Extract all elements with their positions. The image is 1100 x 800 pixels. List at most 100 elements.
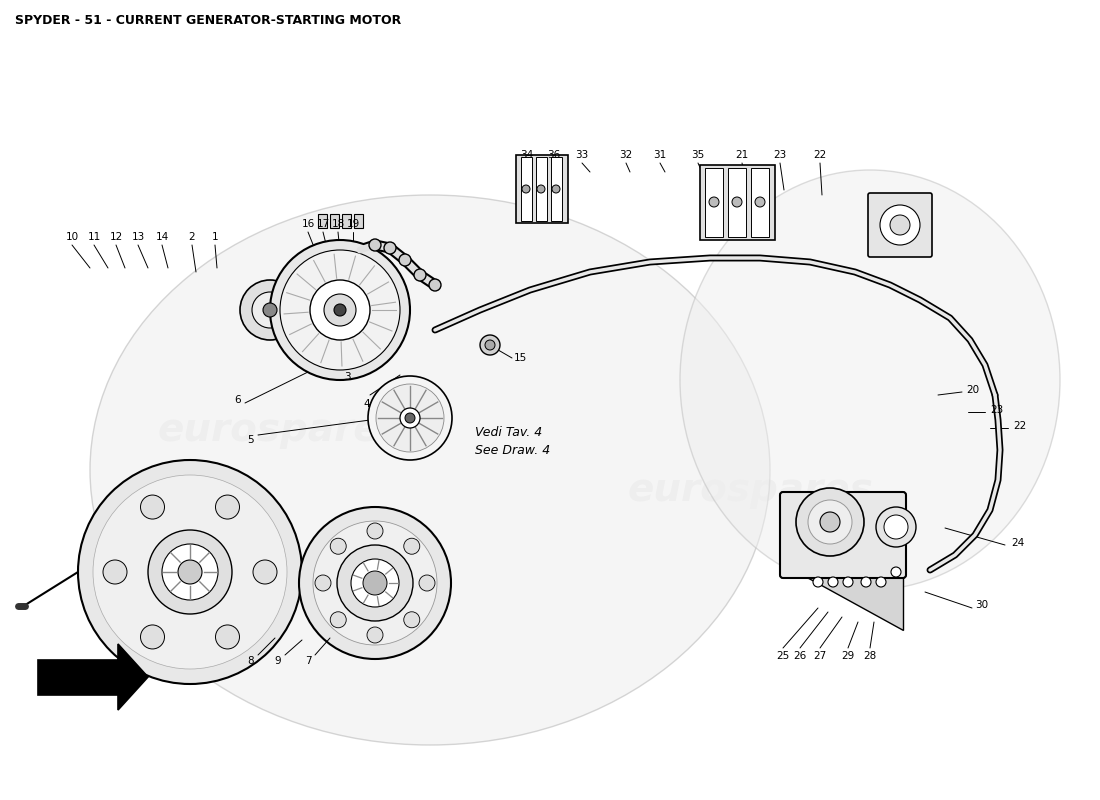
Circle shape (216, 625, 240, 649)
Circle shape (890, 215, 910, 235)
Circle shape (891, 567, 901, 577)
Circle shape (334, 304, 346, 316)
Circle shape (843, 577, 852, 587)
Text: 2: 2 (189, 232, 196, 242)
Text: 17: 17 (317, 219, 330, 229)
Circle shape (330, 612, 346, 628)
Ellipse shape (90, 195, 770, 745)
Bar (728, 168, 746, 237)
Text: 26: 26 (793, 651, 806, 661)
Text: 20: 20 (967, 385, 980, 395)
Text: 21: 21 (736, 150, 749, 160)
Text: 4: 4 (364, 399, 371, 409)
Text: 15: 15 (514, 353, 527, 363)
Bar (354, 214, 363, 228)
Text: 32: 32 (619, 150, 632, 160)
Circle shape (141, 495, 165, 519)
Circle shape (315, 575, 331, 591)
FancyBboxPatch shape (868, 193, 932, 257)
Bar (516, 155, 568, 223)
Circle shape (178, 560, 202, 584)
Circle shape (755, 197, 764, 207)
Circle shape (330, 538, 346, 554)
Text: 5: 5 (246, 435, 253, 445)
Circle shape (299, 507, 451, 659)
Text: 29: 29 (842, 651, 855, 661)
Text: See Draw. 4: See Draw. 4 (475, 443, 550, 457)
Circle shape (252, 292, 288, 328)
Bar (330, 214, 339, 228)
Circle shape (429, 279, 441, 291)
Text: 13: 13 (131, 232, 144, 242)
Circle shape (876, 507, 916, 547)
Circle shape (78, 460, 302, 684)
Circle shape (148, 530, 232, 614)
Circle shape (876, 577, 886, 587)
FancyBboxPatch shape (780, 492, 906, 578)
Circle shape (485, 340, 495, 350)
Circle shape (324, 294, 356, 326)
Circle shape (404, 612, 420, 628)
Bar (536, 157, 547, 221)
Circle shape (880, 205, 920, 245)
Circle shape (103, 560, 127, 584)
Text: 23: 23 (773, 150, 786, 160)
Circle shape (280, 250, 400, 370)
Text: 14: 14 (155, 232, 168, 242)
Circle shape (253, 560, 277, 584)
Circle shape (808, 500, 852, 544)
Circle shape (367, 627, 383, 643)
Circle shape (884, 515, 908, 539)
Text: 34: 34 (520, 150, 534, 160)
Text: 11: 11 (87, 232, 100, 242)
Text: 25: 25 (777, 651, 790, 661)
Text: eurospares: eurospares (157, 411, 403, 449)
Circle shape (400, 408, 420, 428)
Circle shape (363, 571, 387, 595)
Text: SPYDER - 51 - CURRENT GENERATOR-STARTING MOTOR: SPYDER - 51 - CURRENT GENERATOR-STARTING… (15, 14, 401, 26)
Text: 24: 24 (1011, 538, 1024, 548)
Circle shape (537, 185, 544, 193)
Text: Vedi Tav. 4: Vedi Tav. 4 (475, 426, 542, 438)
Circle shape (216, 495, 240, 519)
Circle shape (270, 240, 410, 380)
Text: 28: 28 (864, 651, 877, 661)
Circle shape (94, 475, 287, 669)
Text: 8: 8 (248, 656, 254, 666)
Circle shape (399, 254, 411, 266)
Circle shape (404, 538, 420, 554)
Text: 36: 36 (548, 150, 561, 160)
Circle shape (732, 197, 742, 207)
Text: 12: 12 (109, 232, 122, 242)
Circle shape (419, 575, 435, 591)
Text: 31: 31 (653, 150, 667, 160)
Bar (551, 157, 562, 221)
Circle shape (337, 545, 412, 621)
Circle shape (310, 280, 370, 340)
Text: 7: 7 (305, 656, 311, 666)
Circle shape (240, 280, 300, 340)
Circle shape (376, 384, 444, 452)
Circle shape (820, 512, 840, 532)
Circle shape (162, 544, 218, 600)
Circle shape (368, 376, 452, 460)
Polygon shape (803, 575, 903, 630)
Text: 10: 10 (65, 232, 78, 242)
Bar (342, 214, 351, 228)
Circle shape (263, 303, 277, 317)
Text: 30: 30 (976, 600, 989, 610)
Text: 9: 9 (275, 656, 282, 666)
Text: 16: 16 (301, 219, 315, 229)
Text: eurospares: eurospares (627, 471, 873, 509)
Circle shape (414, 269, 426, 281)
Bar (318, 214, 327, 228)
Circle shape (480, 335, 501, 355)
Text: 35: 35 (692, 150, 705, 160)
Bar (521, 157, 532, 221)
Circle shape (522, 185, 530, 193)
Text: 18: 18 (331, 219, 344, 229)
Polygon shape (39, 644, 148, 710)
Circle shape (141, 625, 165, 649)
Circle shape (552, 185, 560, 193)
Text: 33: 33 (575, 150, 589, 160)
